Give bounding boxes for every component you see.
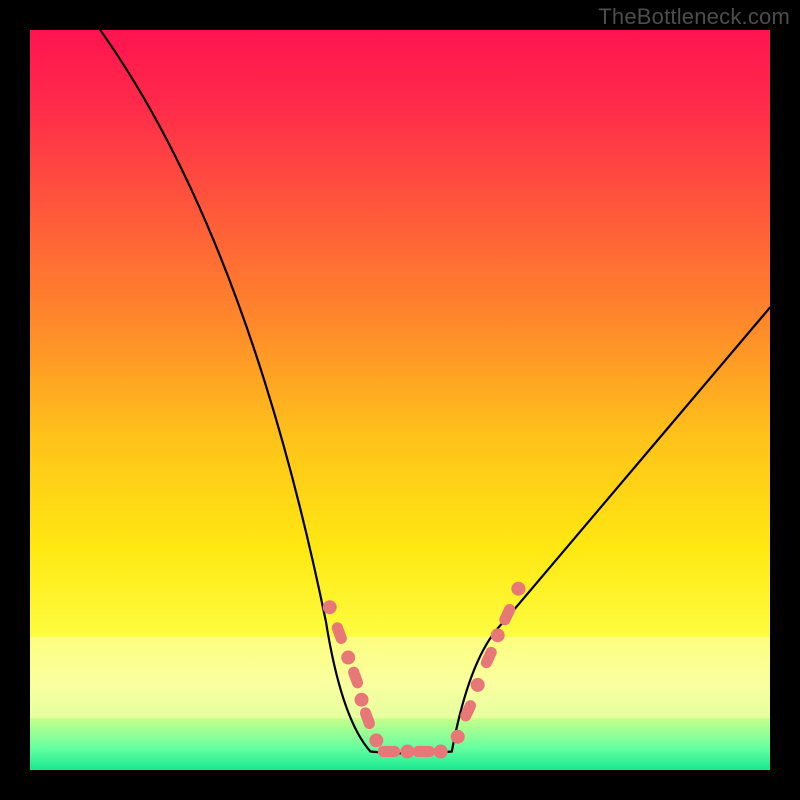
sample-dot — [341, 651, 355, 665]
sample-dot — [378, 746, 400, 757]
sample-dot — [323, 600, 337, 614]
sample-dot — [511, 582, 525, 596]
sample-dot — [434, 745, 448, 759]
chart-canvas: TheBottleneck.com — [0, 0, 800, 800]
chart-svg — [0, 0, 800, 800]
sample-dot — [369, 733, 383, 747]
watermark-text: TheBottleneck.com — [598, 4, 790, 30]
sample-dot — [471, 678, 485, 692]
sample-dot — [400, 745, 414, 759]
sample-dot — [355, 693, 369, 707]
sample-dot — [491, 628, 505, 642]
sample-dot — [412, 746, 434, 757]
sample-dot — [451, 730, 465, 744]
pale-band — [30, 637, 770, 718]
